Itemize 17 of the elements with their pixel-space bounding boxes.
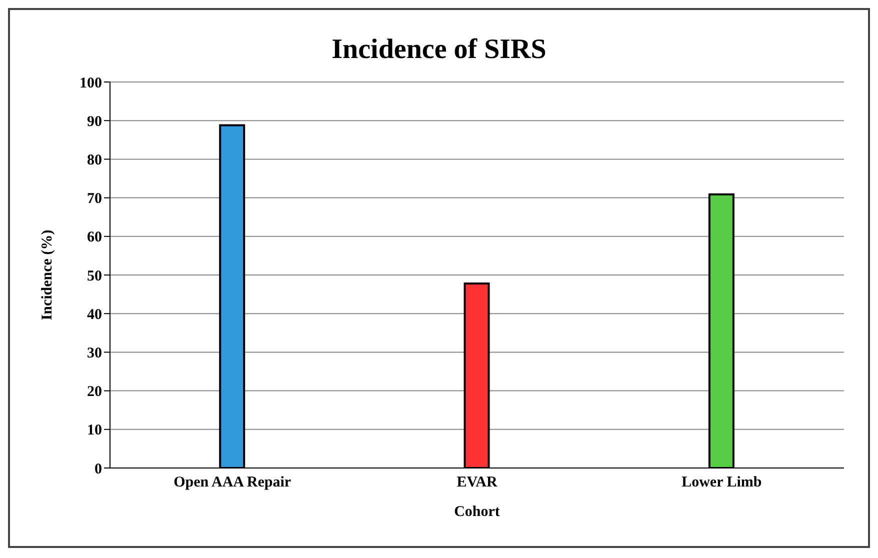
y-tick-label: 30: [87, 346, 102, 362]
y-tick-label: 10: [87, 422, 102, 439]
y-tick-label: 20: [87, 384, 102, 400]
y-tick-label: 0: [94, 461, 102, 478]
y-tick-label: 60: [87, 230, 102, 246]
chart-title: Incidence of SIRS: [330, 34, 548, 67]
y-tick-label: 50: [87, 268, 102, 284]
x-tick-label: Open AAA Repair: [174, 474, 292, 491]
x-tick-label: EVAR: [456, 474, 498, 491]
y-tick-label: 90: [87, 114, 102, 130]
y-tick-label: 100: [80, 75, 102, 92]
x-axis-title: Cohort: [454, 504, 500, 520]
y-tick-label: 80: [87, 152, 102, 169]
y-tick-label: 70: [87, 191, 102, 208]
y-tick-label: 40: [87, 306, 102, 323]
x-tick-label: Lower Limb: [682, 474, 762, 491]
y-axis-title: Incidence (%): [39, 230, 56, 320]
